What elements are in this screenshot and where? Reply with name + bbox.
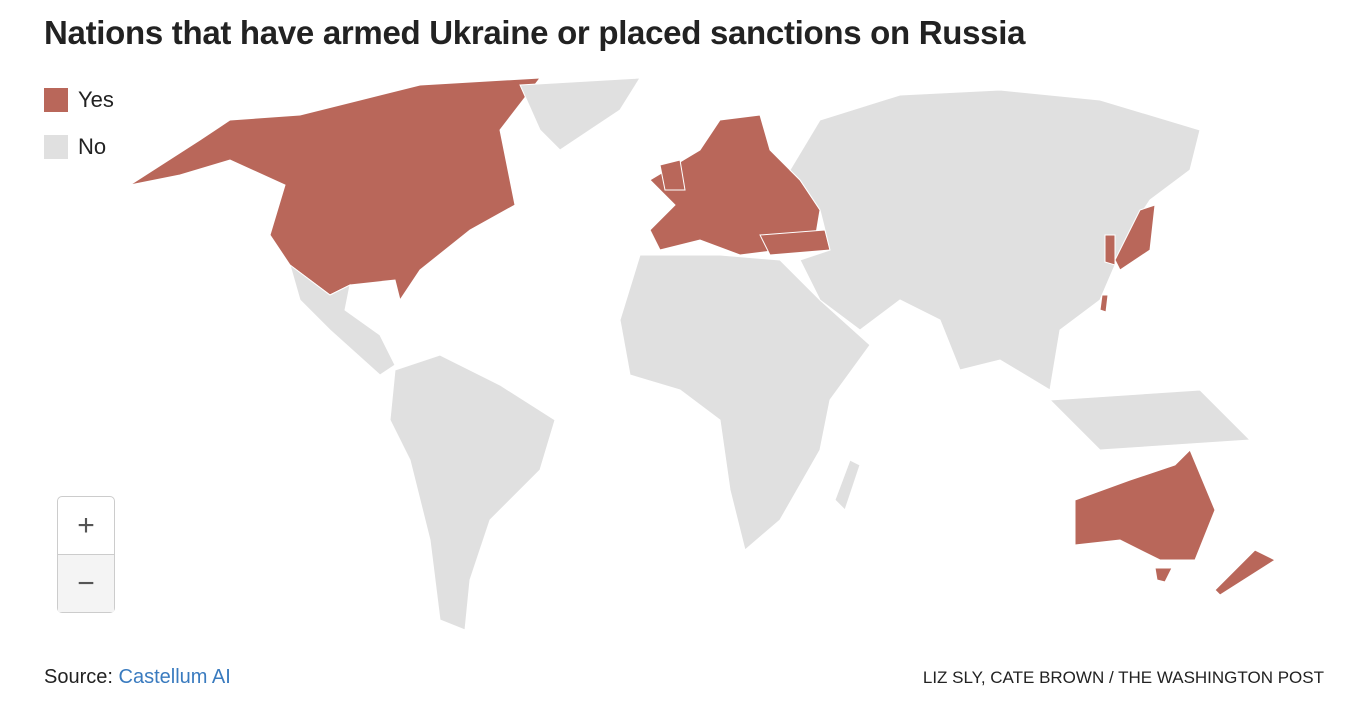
country [1074, 449, 1216, 561]
country [1114, 204, 1156, 271]
country [519, 77, 641, 151]
legend-label: No [78, 134, 107, 159]
legend-item: Yes [44, 87, 114, 113]
source-link[interactable]: Castellum AI [118, 666, 231, 688]
legend-label: Yes [78, 87, 114, 112]
legend-swatch [44, 88, 68, 112]
title: Nations that have armed Ukraine or place… [44, 14, 1026, 51]
country [1214, 549, 1277, 596]
zoom-control: + − [57, 496, 115, 613]
country [789, 89, 1201, 391]
credit: LIZ SLY, CATE BROWN / THE WASHINGTON POS… [922, 668, 1324, 687]
source-label: Source: [44, 666, 113, 688]
country [1048, 389, 1252, 451]
country [619, 254, 871, 551]
zoom-out[interactable]: − [58, 554, 114, 612]
legend-item: No [44, 134, 106, 160]
country [1099, 294, 1109, 313]
source: Source: Castellum AI [44, 666, 231, 689]
zoom-in[interactable]: + [77, 509, 95, 542]
country [289, 263, 396, 376]
country [129, 77, 542, 302]
country [759, 229, 831, 256]
country [389, 354, 556, 631]
country [1104, 234, 1116, 266]
country [1154, 567, 1173, 583]
legend-swatch [44, 135, 68, 159]
country [659, 159, 686, 191]
country [834, 459, 861, 511]
